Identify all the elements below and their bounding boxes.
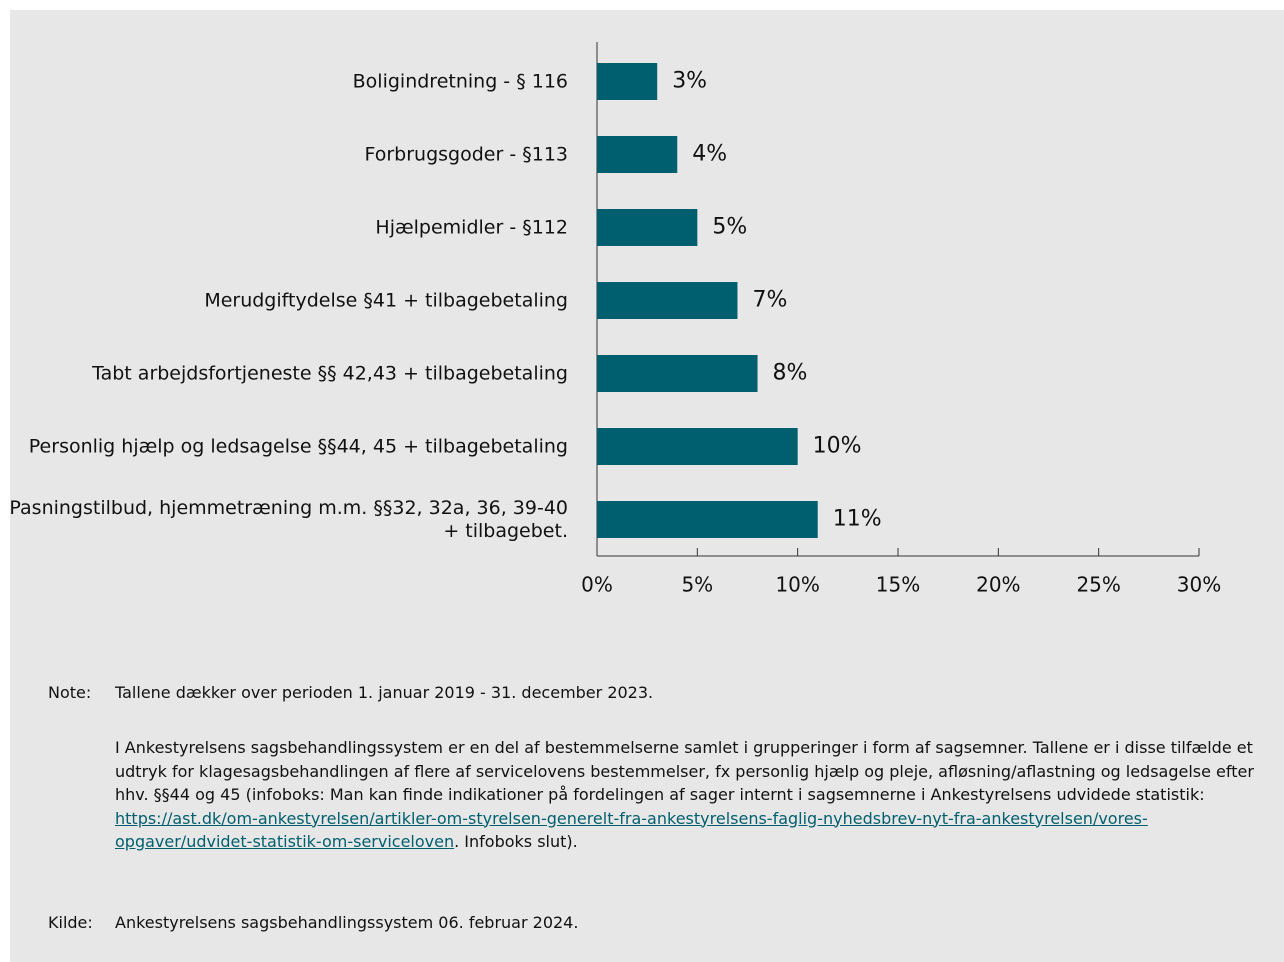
- bar: [597, 136, 678, 173]
- y-tick-label: Merudgiftydelse §41 + tilbagebetaling: [204, 289, 568, 311]
- value-label: 5%: [712, 215, 747, 240]
- paragraph: I Ankestyrelsens sagsbehandlingssystem e…: [115, 738, 1254, 804]
- y-tick-label: Boligindretning - § 116: [352, 70, 568, 92]
- x-tick-label: 5%: [681, 573, 713, 597]
- value-label: 3%: [672, 69, 707, 94]
- y-tick-label: Pasningstilbud, hjemmetræning m.m. §§32,…: [9, 496, 568, 542]
- value-label: 11%: [833, 507, 882, 532]
- bar: [597, 63, 658, 100]
- bar: [597, 501, 818, 538]
- value-label: 10%: [813, 434, 862, 459]
- y-tick-label: Forbrugsgoder - §113: [364, 143, 568, 165]
- y-tick-label: Hjælpemidler - §112: [375, 216, 568, 238]
- x-tick-label: 20%: [976, 573, 1020, 597]
- link[interactable]: https://ast.dk/om-ankestyrelsen/artikler…: [115, 808, 1148, 852]
- value-label: 8%: [773, 361, 808, 386]
- value-label: 7%: [752, 288, 787, 313]
- value-label: 4%: [692, 142, 727, 167]
- note-text: Tallene dækker over perioden 1. januar 2…: [115, 683, 654, 702]
- x-tick-label: 15%: [876, 573, 920, 597]
- paragraph-end: . Infoboks slut).: [454, 832, 578, 851]
- chart: 0% 5% 10% 15% 20% 25% 30% 3% 4% 5% 7% 8% 10% 11%: [581, 42, 1221, 597]
- y-tick-label: Tabt arbejdsfortjeneste §§ 42,43 + tilba…: [92, 362, 568, 384]
- bar: [597, 355, 758, 392]
- note-label: Note:: [48, 683, 92, 702]
- bar: [597, 428, 798, 465]
- bar: [597, 282, 738, 319]
- x-tick-label: 25%: [1076, 573, 1120, 597]
- note-paragraph: I Ankestyrelsens sagsbehandlingssystem e…: [115, 736, 1255, 854]
- x-tick-label: 30%: [1177, 573, 1221, 597]
- x-tick-label: 10%: [775, 573, 819, 597]
- source-label: Kilde:: [48, 913, 93, 932]
- x-tick-label: 0%: [581, 573, 613, 597]
- bar: [597, 209, 698, 246]
- y-tick-label: Personlig hjælp og ledsagelse §§44, 45 +…: [28, 435, 568, 457]
- source-text: Ankestyrelsens sagsbehandlingssystem 06.…: [115, 913, 579, 932]
